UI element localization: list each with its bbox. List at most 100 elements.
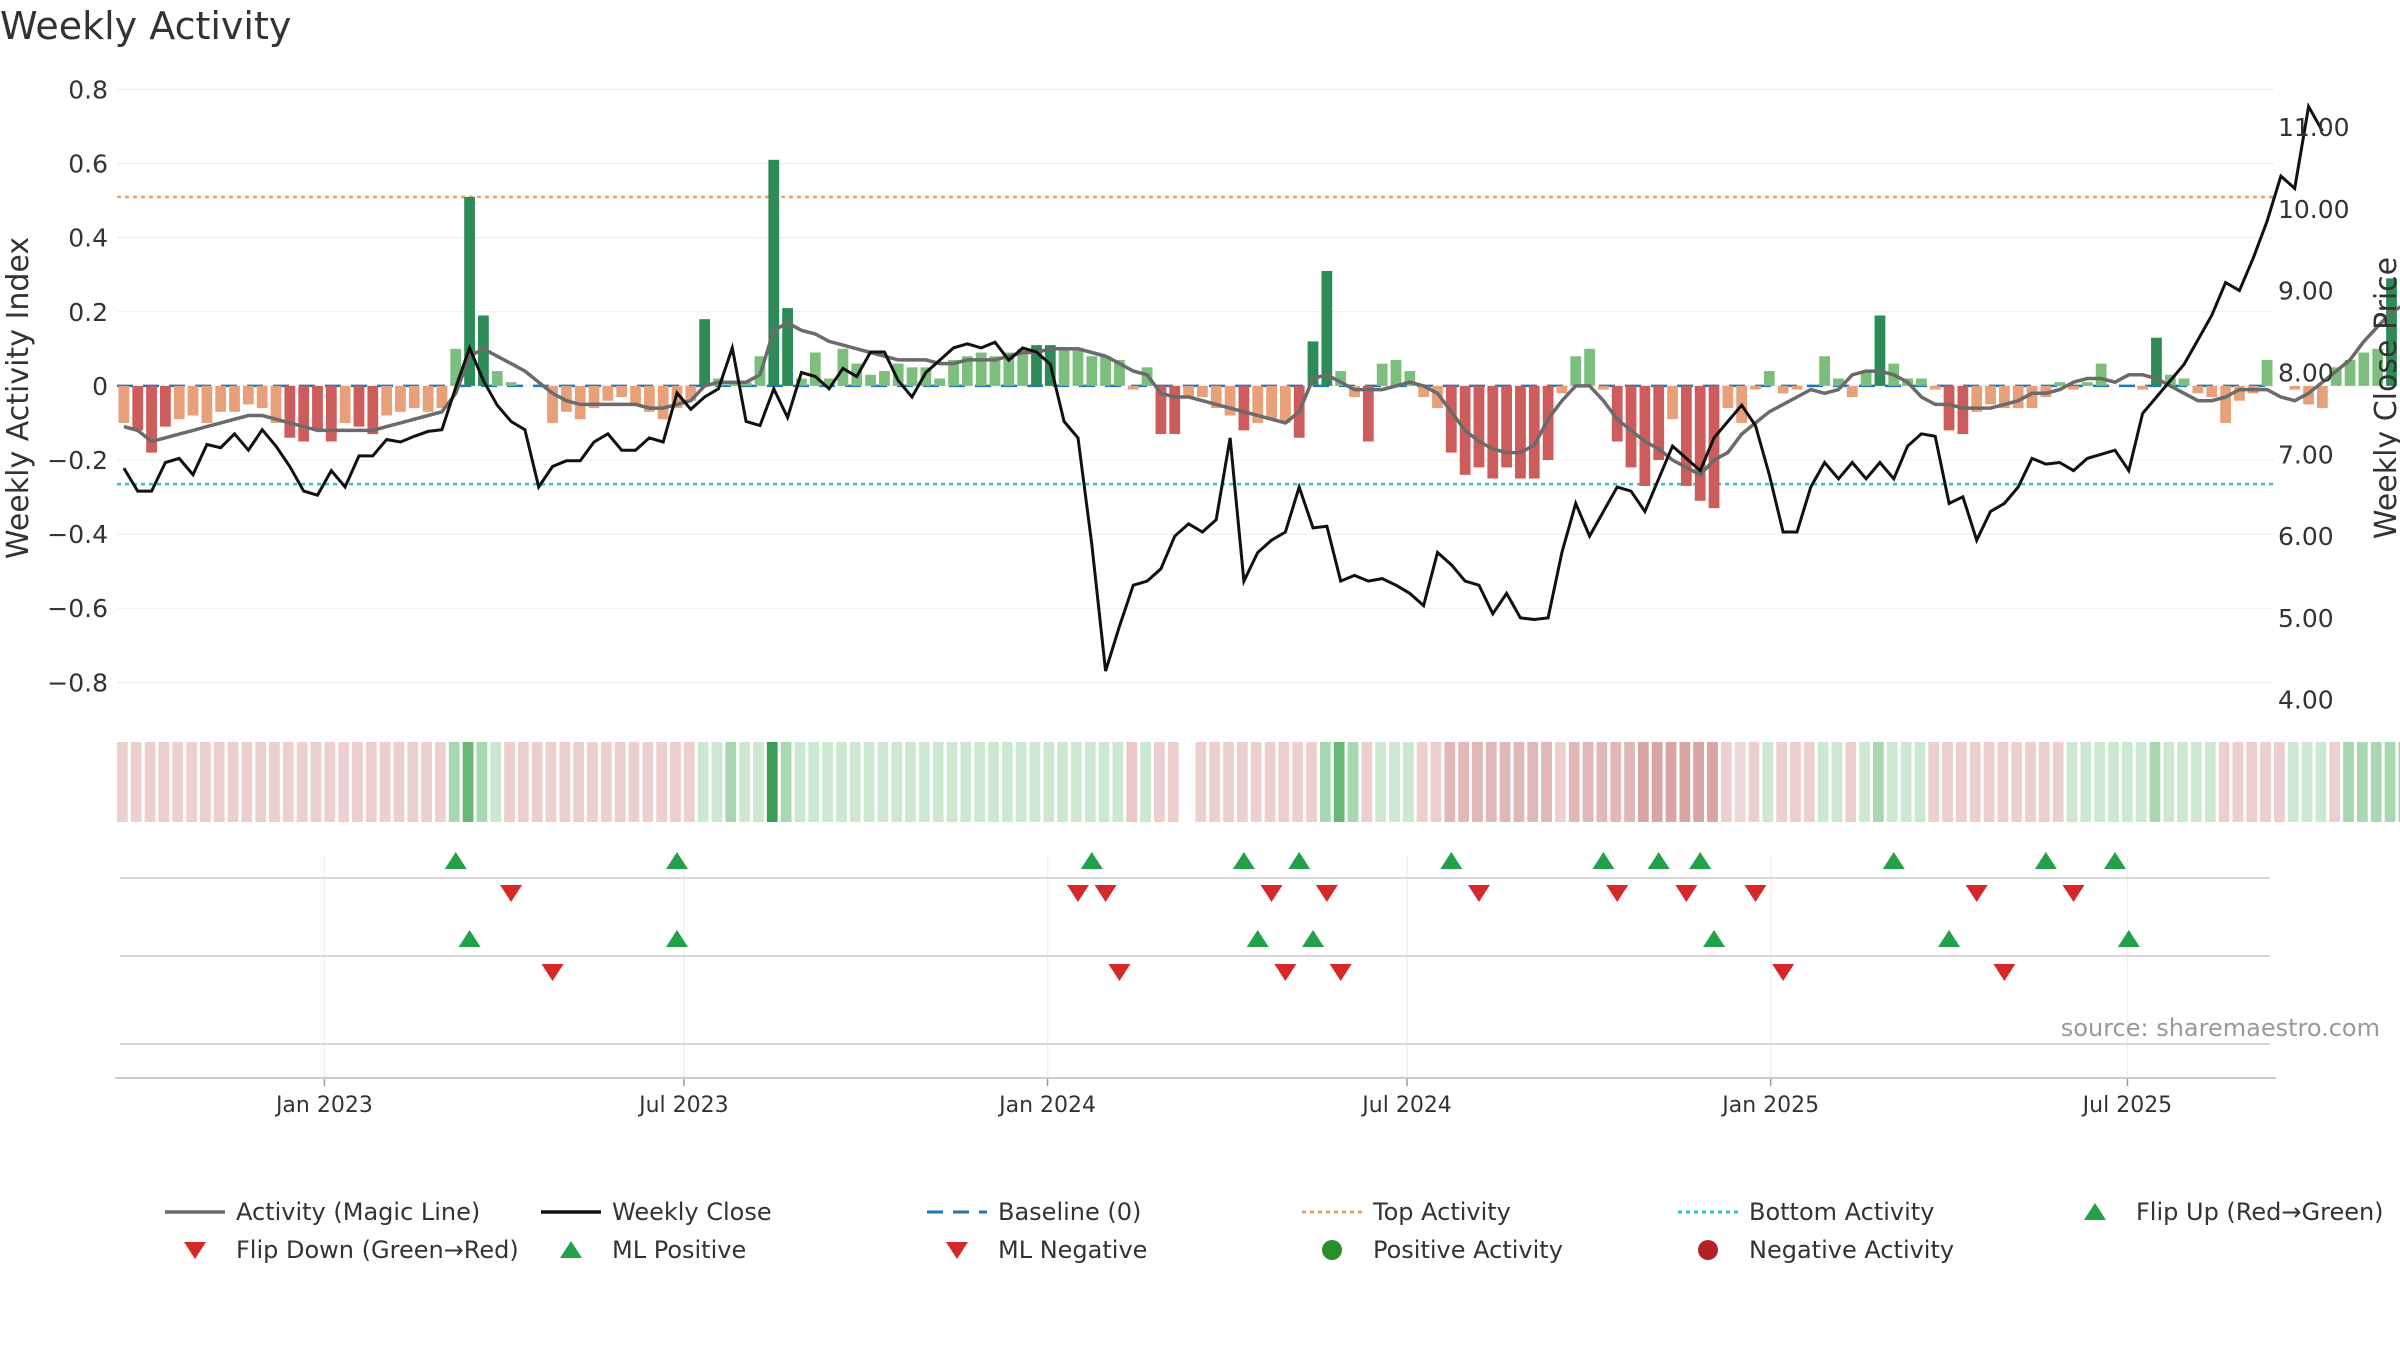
legend-swatch bbox=[560, 1241, 582, 1258]
legend-swatch bbox=[1678, 1210, 1738, 1214]
flip-up-marker bbox=[1246, 930, 1269, 947]
activity-bar bbox=[1404, 371, 1416, 386]
strip-cell bbox=[600, 742, 612, 822]
legend-swatch bbox=[1302, 1210, 1362, 1214]
flip-down-marker bbox=[1066, 885, 1089, 902]
strip-cell bbox=[2108, 742, 2119, 822]
strip-cell bbox=[2260, 742, 2271, 822]
strip-cell bbox=[1651, 742, 1663, 822]
activity-bar bbox=[1210, 385, 1222, 409]
strip-cell bbox=[1458, 742, 1469, 822]
strip-cell bbox=[1831, 742, 1843, 822]
legend-label: Bottom Activity bbox=[1749, 1198, 1935, 1226]
flip-up-marker bbox=[1938, 930, 1961, 947]
activity-bar bbox=[809, 352, 821, 386]
legend-circle bbox=[1698, 1240, 1718, 1260]
activity-bar bbox=[1279, 385, 1291, 423]
y2-tick-label: 10.00 bbox=[2278, 195, 2350, 224]
activity-bar bbox=[2026, 385, 2038, 409]
y2-tick-label: 5.00 bbox=[2278, 604, 2334, 633]
strip-cell bbox=[1292, 742, 1304, 822]
strip-cell bbox=[2177, 742, 2188, 822]
chart-title: Weekly Activity bbox=[0, 4, 292, 48]
flip-up-marker bbox=[1882, 852, 1905, 869]
flip-down-marker bbox=[541, 964, 564, 981]
activity-bar bbox=[1708, 385, 1720, 509]
strip-cell bbox=[918, 742, 930, 822]
strip-cell bbox=[780, 742, 792, 822]
x-tick-label: Jul 2025 bbox=[2081, 1093, 2173, 1118]
activity-bar bbox=[616, 385, 628, 397]
strip-cell bbox=[2080, 742, 2092, 822]
strip-cell bbox=[324, 742, 336, 822]
strip-cell bbox=[2094, 742, 2106, 822]
activity-bar bbox=[1874, 315, 1886, 386]
activity-bar bbox=[215, 385, 227, 412]
activity-bar bbox=[1169, 385, 1181, 435]
activity-bar bbox=[436, 385, 448, 409]
strip-cell bbox=[476, 742, 488, 822]
activity-bar bbox=[1238, 385, 1250, 431]
activity-bar bbox=[2151, 337, 2162, 386]
x-tick-label: Jan 2023 bbox=[274, 1093, 373, 1118]
strip-cell bbox=[559, 742, 571, 822]
flip-up-marker bbox=[2117, 930, 2140, 947]
strip-cell bbox=[2384, 742, 2396, 822]
activity-bar bbox=[1791, 385, 1803, 390]
strip-cell bbox=[2038, 742, 2050, 822]
activity-bar bbox=[1266, 385, 1277, 420]
strip-cell bbox=[504, 742, 515, 822]
strip-cell bbox=[1485, 742, 1497, 822]
strip-cell bbox=[2315, 742, 2327, 822]
strip-cell bbox=[670, 742, 681, 822]
activity-bar bbox=[284, 385, 296, 438]
strip-cell bbox=[2398, 742, 2400, 822]
strip-cell bbox=[1375, 742, 1387, 822]
activity-bar bbox=[1584, 348, 1595, 386]
strip-cell bbox=[1402, 742, 1414, 822]
activity-bar bbox=[2081, 382, 2093, 386]
strip-cell bbox=[1914, 742, 1926, 822]
y2-tick-label: 7.00 bbox=[2278, 440, 2334, 469]
strip-cell bbox=[1637, 742, 1649, 822]
activity-bar bbox=[2317, 385, 2328, 409]
flip-down-marker bbox=[1260, 885, 1283, 902]
legend-swatch bbox=[927, 1210, 987, 1214]
y2-tick-label: 8.00 bbox=[2278, 358, 2334, 387]
strip-cell bbox=[2343, 742, 2354, 822]
activity-bar bbox=[879, 371, 890, 386]
strip-cell bbox=[490, 742, 502, 822]
flip-up-marker bbox=[1689, 852, 1712, 869]
activity-bar bbox=[1252, 385, 1264, 423]
activity-bar bbox=[2178, 378, 2190, 386]
activity-bar bbox=[1957, 385, 1969, 435]
activity-bar bbox=[1155, 385, 1167, 435]
x-tick-label: Jul 2023 bbox=[637, 1093, 729, 1118]
activity-bar bbox=[1556, 385, 1568, 394]
activity-bar bbox=[1570, 356, 1582, 386]
activity-bar bbox=[1017, 348, 1029, 386]
y2-axis-label: Weekly Close Price bbox=[2369, 257, 2400, 539]
strip-cell bbox=[2301, 742, 2313, 822]
flip-down-marker bbox=[1744, 885, 1767, 902]
series-lines bbox=[122, 102, 2400, 672]
flip-down-marker bbox=[1467, 885, 1490, 902]
y-tick-label: 0.8 bbox=[68, 75, 108, 104]
activity-bar bbox=[1694, 385, 1706, 501]
y-tick-label: 0.6 bbox=[68, 150, 108, 179]
activity-bar bbox=[1473, 385, 1485, 468]
axes: 0.8 0.6 0.4 0.2 0 −0.2 −0.4 −0.6 −0.8 11.00 10.00 9… bbox=[47, 75, 2349, 1118]
strip-cell bbox=[1444, 742, 1456, 822]
strip-cell bbox=[1472, 742, 1483, 822]
activity-bar bbox=[312, 385, 323, 431]
activity-bar bbox=[2261, 359, 2273, 386]
activity-bar bbox=[1998, 385, 2010, 409]
strip-cell bbox=[158, 742, 170, 822]
strip-cell bbox=[1319, 742, 1331, 822]
activity-bar bbox=[422, 385, 434, 412]
activity-bar bbox=[2372, 348, 2384, 386]
legend-triangle-up bbox=[2084, 1203, 2106, 1220]
strip-cell bbox=[1527, 742, 1539, 822]
strip-cell bbox=[282, 742, 294, 822]
flip-up-marker bbox=[1080, 852, 1103, 869]
